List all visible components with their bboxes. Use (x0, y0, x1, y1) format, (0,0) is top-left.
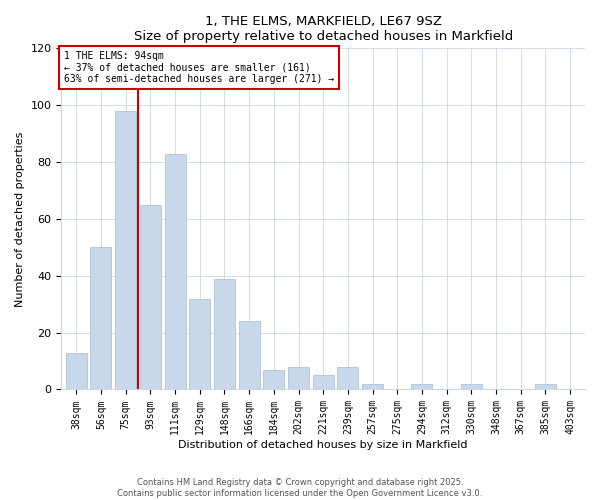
Bar (337, 366, 358, 390)
Bar (313, 376, 334, 390)
Bar (189, 298, 210, 390)
Bar (362, 384, 383, 390)
Bar (140, 204, 161, 390)
Bar (66, 352, 87, 390)
Bar (115, 111, 136, 390)
X-axis label: Distribution of detached houses by size in Markfield: Distribution of detached houses by size … (178, 440, 468, 450)
Bar (535, 384, 556, 390)
Y-axis label: Number of detached properties: Number of detached properties (15, 131, 25, 306)
Bar (288, 366, 309, 390)
Bar (263, 370, 284, 390)
Bar (412, 384, 433, 390)
Text: 1 THE ELMS: 94sqm
← 37% of detached houses are smaller (161)
63% of semi-detache: 1 THE ELMS: 94sqm ← 37% of detached hous… (64, 51, 334, 84)
Bar (239, 321, 260, 390)
Text: Contains HM Land Registry data © Crown copyright and database right 2025.
Contai: Contains HM Land Registry data © Crown c… (118, 478, 482, 498)
Bar (91, 248, 112, 390)
Title: 1, THE ELMS, MARKFIELD, LE67 9SZ
Size of property relative to detached houses in: 1, THE ELMS, MARKFIELD, LE67 9SZ Size of… (134, 15, 513, 43)
Bar (461, 384, 482, 390)
Bar (164, 154, 185, 390)
Bar (214, 278, 235, 390)
